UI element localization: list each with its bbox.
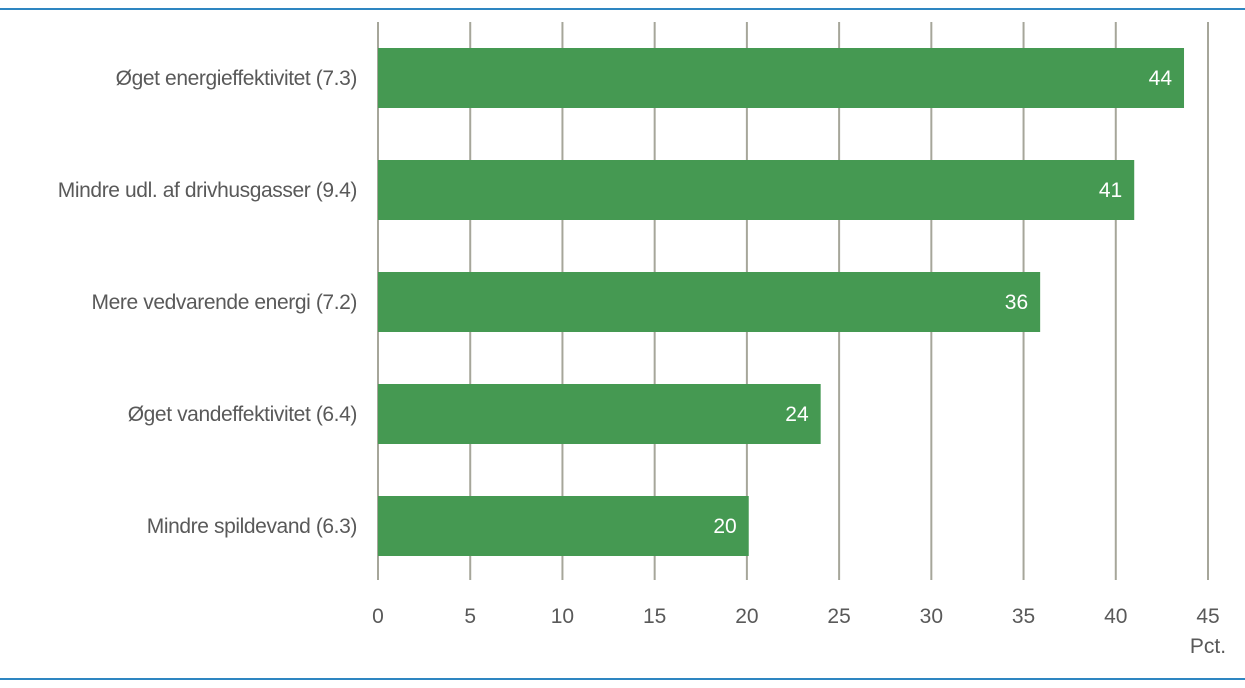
x-tick-label-2: 10 xyxy=(551,605,574,628)
bar-0 xyxy=(378,48,1185,108)
category-label-4: Mindre spildevand (6.3) xyxy=(147,515,357,538)
category-label-3: Øget vandeffektivitet (6.4) xyxy=(128,403,357,426)
category-label-2: Mere vedvarende energi (7.2) xyxy=(92,291,357,314)
bar-3 xyxy=(378,384,821,444)
category-label-0: Øget energieffektivitet (7.3) xyxy=(116,67,357,90)
x-tick-label-8: 40 xyxy=(1104,605,1127,628)
bar-1 xyxy=(378,160,1135,220)
x-tick-label-3: 15 xyxy=(643,605,666,628)
category-label-1: Mindre udl. af drivhusgasser (9.4) xyxy=(58,179,357,202)
x-axis-unit: Pct. xyxy=(1190,635,1226,658)
value-label-0: 44 xyxy=(1149,67,1173,90)
x-tick-label-4: 20 xyxy=(735,605,758,628)
bar-2 xyxy=(378,272,1041,332)
bars xyxy=(378,48,1185,556)
value-label-1: 41 xyxy=(1099,179,1122,202)
value-label-4: 20 xyxy=(713,515,736,538)
bottom-rule xyxy=(0,678,1245,680)
category-labels: Øget energieffektivitet (7.3) Mindre udl.… xyxy=(58,67,358,538)
x-tick-label-7: 35 xyxy=(1012,605,1035,628)
x-tick-label-5: 25 xyxy=(827,605,850,628)
x-axis-ticks: 0 5 10 15 20 25 30 35 40 45 xyxy=(372,605,1220,628)
value-label-2: 36 xyxy=(1005,291,1028,314)
x-tick-label-0: 0 xyxy=(372,605,384,628)
x-tick-label-1: 5 xyxy=(464,605,476,628)
value-labels: 44 41 36 24 20 xyxy=(713,67,1172,538)
top-rule xyxy=(0,8,1245,10)
x-tick-label-6: 30 xyxy=(920,605,943,628)
value-label-3: 24 xyxy=(785,403,809,426)
x-tick-label-9: 45 xyxy=(1196,605,1219,628)
bar-4 xyxy=(378,496,749,556)
